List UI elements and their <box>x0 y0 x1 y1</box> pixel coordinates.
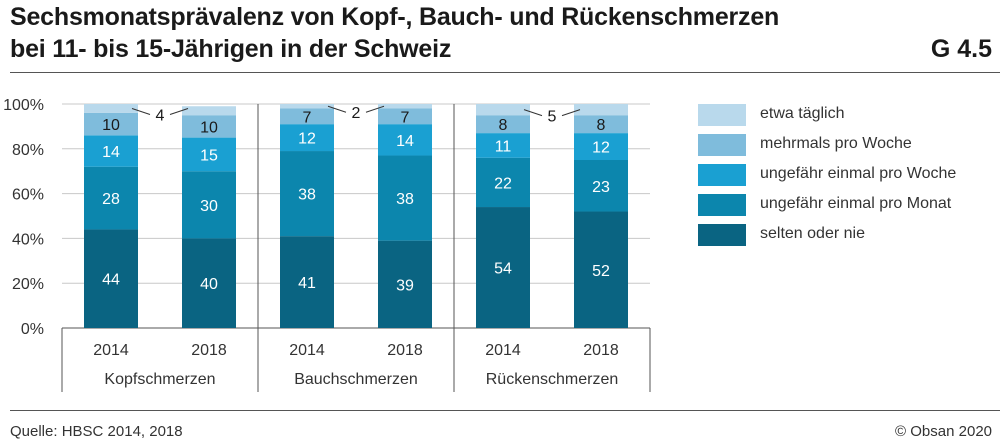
legend-swatch <box>698 194 746 216</box>
y-tick-label: 60% <box>12 187 44 204</box>
data-label: 22 <box>494 175 512 192</box>
bar-segment <box>574 104 628 116</box>
legend-swatch <box>698 134 746 156</box>
bar-segment <box>574 160 628 212</box>
data-label: 40 <box>200 276 218 293</box>
bar-segment <box>84 112 138 136</box>
stacked-bar-chart: 0%20%40%60%80%100%4428141040301510413812… <box>3 97 651 392</box>
bar-segment <box>378 104 432 109</box>
bar-segment <box>182 115 236 138</box>
x-tick-label: 2018 <box>583 342 619 359</box>
footer-divider <box>10 410 1000 411</box>
bar-segment <box>182 238 236 328</box>
figure-number: G 4.5 <box>930 35 992 63</box>
bar-segment <box>280 236 334 328</box>
data-label: 14 <box>102 144 120 161</box>
data-label: 7 <box>401 109 410 126</box>
data-label: 41 <box>298 275 316 292</box>
data-label: 30 <box>200 198 218 215</box>
legend-label: selten oder nie <box>760 225 865 242</box>
data-label: 14 <box>396 133 414 150</box>
chart-title-line-2: bei 11- bis 15-Jährigen in der Schweiz <box>10 35 452 63</box>
data-label: 10 <box>200 119 218 136</box>
leader-line <box>131 108 151 115</box>
bar-segment <box>280 108 334 125</box>
group-label: Kopfschmerzen <box>104 371 215 388</box>
data-label: 11 <box>495 138 512 155</box>
data-label: 28 <box>102 191 120 208</box>
bar-segment <box>280 151 334 237</box>
y-tick-label: 40% <box>12 231 44 248</box>
legend-label: etwa täglich <box>760 105 845 122</box>
legend-swatch <box>698 224 746 246</box>
bar-segment <box>84 104 138 113</box>
x-tick-label: 2018 <box>191 342 227 359</box>
legend-label: ungefähr einmal pro Woche <box>760 165 957 182</box>
source-note: Quelle: HBSC 2014, 2018 <box>10 423 183 440</box>
bar-segment <box>84 166 138 230</box>
copyright-note: © Obsan 2020 <box>895 423 992 440</box>
data-label: 12 <box>592 140 610 157</box>
group-label: Bauchschmerzen <box>294 371 418 388</box>
leader-line <box>561 109 581 117</box>
data-label: 23 <box>592 179 610 196</box>
chart-title-line-1: Sechsmonatsprävalenz von Kopf-, Bauch- u… <box>10 3 780 31</box>
y-tick-label: 80% <box>12 142 44 159</box>
legend-swatch <box>698 104 746 126</box>
y-tick-label: 20% <box>12 276 44 293</box>
bar-segment <box>182 106 236 116</box>
x-tick-label: 2014 <box>93 342 129 359</box>
data-label: 8 <box>499 117 508 134</box>
data-label: 10 <box>102 117 120 134</box>
bar-segment <box>574 211 628 328</box>
data-label: 39 <box>396 277 414 294</box>
bar-segment <box>378 155 432 241</box>
group-label: Rückenschmerzen <box>486 371 619 388</box>
bar-segment <box>476 133 530 158</box>
bar-segment <box>574 115 628 134</box>
leader-line <box>169 108 189 115</box>
x-tick-label: 2014 <box>485 342 521 359</box>
outside-data-label: 5 <box>548 109 557 126</box>
data-label: 15 <box>200 147 218 164</box>
bar-segment <box>476 157 530 208</box>
data-label: 12 <box>298 131 316 148</box>
data-label: 54 <box>494 261 512 278</box>
outside-data-label: 2 <box>352 105 361 122</box>
bar-segment <box>84 135 138 167</box>
header-divider <box>10 72 1000 73</box>
bar-segment <box>476 207 530 328</box>
legend-label: ungefähr einmal pro Monat <box>760 195 952 212</box>
leader-line <box>365 105 385 113</box>
data-label: 7 <box>303 109 312 126</box>
legend-swatch <box>698 164 746 186</box>
leader-line <box>327 105 347 113</box>
data-label: 38 <box>396 191 414 208</box>
data-label: 8 <box>597 117 606 134</box>
x-tick-label: 2014 <box>289 342 325 359</box>
bar-segment <box>182 171 236 239</box>
data-label: 52 <box>592 263 610 280</box>
bar-segment <box>476 115 530 134</box>
x-tick-label: 2018 <box>387 342 423 359</box>
outside-data-label: 4 <box>156 107 165 124</box>
bar-segment <box>84 229 138 328</box>
bar-segment <box>574 133 628 160</box>
bar-segment <box>378 240 432 328</box>
y-tick-label: 100% <box>3 97 44 114</box>
bar-segment <box>378 124 432 156</box>
bar-segment <box>280 124 334 152</box>
bar-segment <box>476 104 530 116</box>
bar-segment <box>280 104 334 109</box>
legend-label: mehrmals pro Woche <box>760 135 912 152</box>
y-tick-label: 0% <box>21 321 44 338</box>
leader-line <box>523 109 543 117</box>
bar-segment <box>182 137 236 172</box>
data-label: 38 <box>298 187 316 204</box>
bar-segment <box>378 108 432 125</box>
data-label: 44 <box>102 272 120 289</box>
